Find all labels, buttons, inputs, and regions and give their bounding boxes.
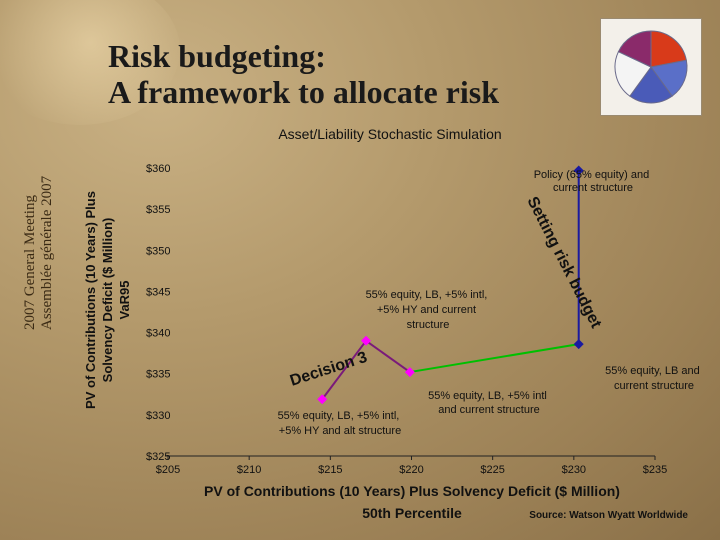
source-note: Source: Watson Wyatt Worldwide [529,510,688,521]
data-point-marker [573,339,584,350]
y-tick-label: $330 [146,410,170,422]
point-label-55-hy-current-line-1: 55% equity, LB, +5% intl, [366,289,488,301]
y-tick-label: $325 [146,451,170,463]
point-label-55-lb-line-2: current structure [614,380,694,392]
logo [600,18,702,116]
y-tick-label: $355 [146,204,170,216]
logo-pie-slice [617,30,652,68]
slide-title: Risk budgeting: A framework to allocate … [108,38,499,110]
title-line-1: Risk budgeting: [108,38,326,74]
y-axis-label-line-2: Solvency Deficit ($ Million) [100,218,115,383]
point-label-policy: Policy (65% equity) and current structur… [534,169,653,194]
x-tick-label: $210 [237,464,261,476]
y-axis-label-line-1: PV of Contributions (10 Years) Plus [83,191,98,409]
y-tick-label: $360 [146,163,170,175]
point-label-55-lb-intl: 55% equity, LB, +5% intl and current str… [428,390,550,416]
x-tick-label: $205 [156,464,180,476]
point-label-55-lb-line-1: 55% equity, LB and [605,365,700,377]
chart-title: Asset/Liability Stochastic Simulation [278,126,501,142]
data-point-marker [361,335,372,346]
point-label-policy-line-2: current structure [553,182,633,194]
y-tick-label: $335 [146,369,170,381]
logo-pie-slice [650,30,687,68]
series-points [317,165,584,405]
y-axis-label-line-3: VaR95 [117,280,132,319]
point-label-55-hy-current-line-3: structure [407,319,450,331]
logo-pie-slice [650,59,688,97]
annotation-decision: Decision 3 [288,349,369,390]
point-label-55-hy-alt: 55% equity, LB, +5% intl, +5% HY and alt… [278,410,403,437]
point-label-55-hy-alt-line-2: +5% HY and alt structure [279,425,401,437]
y-tick-label: $340 [146,328,170,340]
series-lines [321,170,580,400]
point-label-55-lb-intl-line-1: 55% equity, LB, +5% intl [428,390,547,402]
x-tick-label: $220 [399,464,423,476]
x-axis-label-line-1: PV of Contributions (10 Years) Plus Solv… [204,483,620,499]
x-tick-label: $230 [562,464,586,476]
y-axis-label: PV of Contributions (10 Years) Plus Solv… [83,191,132,409]
point-label-55-lb-intl-line-2: and current structure [438,404,540,416]
series-segment [321,340,367,400]
series-segment [365,339,411,373]
y-tick-label: $350 [146,245,170,257]
title-line-2: A framework to allocate risk [108,74,500,110]
data-point-marker [573,165,584,176]
x-ticks: $205 $210 $215 $220 $225 $230 $235 [156,456,667,476]
point-label-55-hy-alt-line-1: 55% equity, LB, +5% intl, [278,410,400,422]
point-label-55-hy-current: 55% equity, LB, +5% intl, +5% HY and cur… [366,289,491,331]
y-tick-label: $345 [146,286,170,298]
x-tick-label: $215 [318,464,342,476]
y-ticks: $325 $330 $335 $340 $345 $350 $355 $360 [146,163,170,463]
data-point-marker [317,394,328,405]
point-label-policy-line-1: Policy (65% equity) and [534,169,650,181]
logo-pie-slice [629,66,673,104]
series-segment [409,343,579,374]
x-axis-label-line-2: 50th Percentile [362,505,462,521]
x-tick-label: $225 [480,464,504,476]
data-point-marker [404,367,415,378]
point-label-55-lb: 55% equity, LB and current structure [605,365,703,392]
pie-logo-icon [614,30,688,104]
x-tick-label: $235 [643,464,667,476]
annotation-setting-risk-budget: Setting risk budget [523,194,604,331]
point-label-55-hy-current-line-2: +5% HY and current [377,304,476,316]
